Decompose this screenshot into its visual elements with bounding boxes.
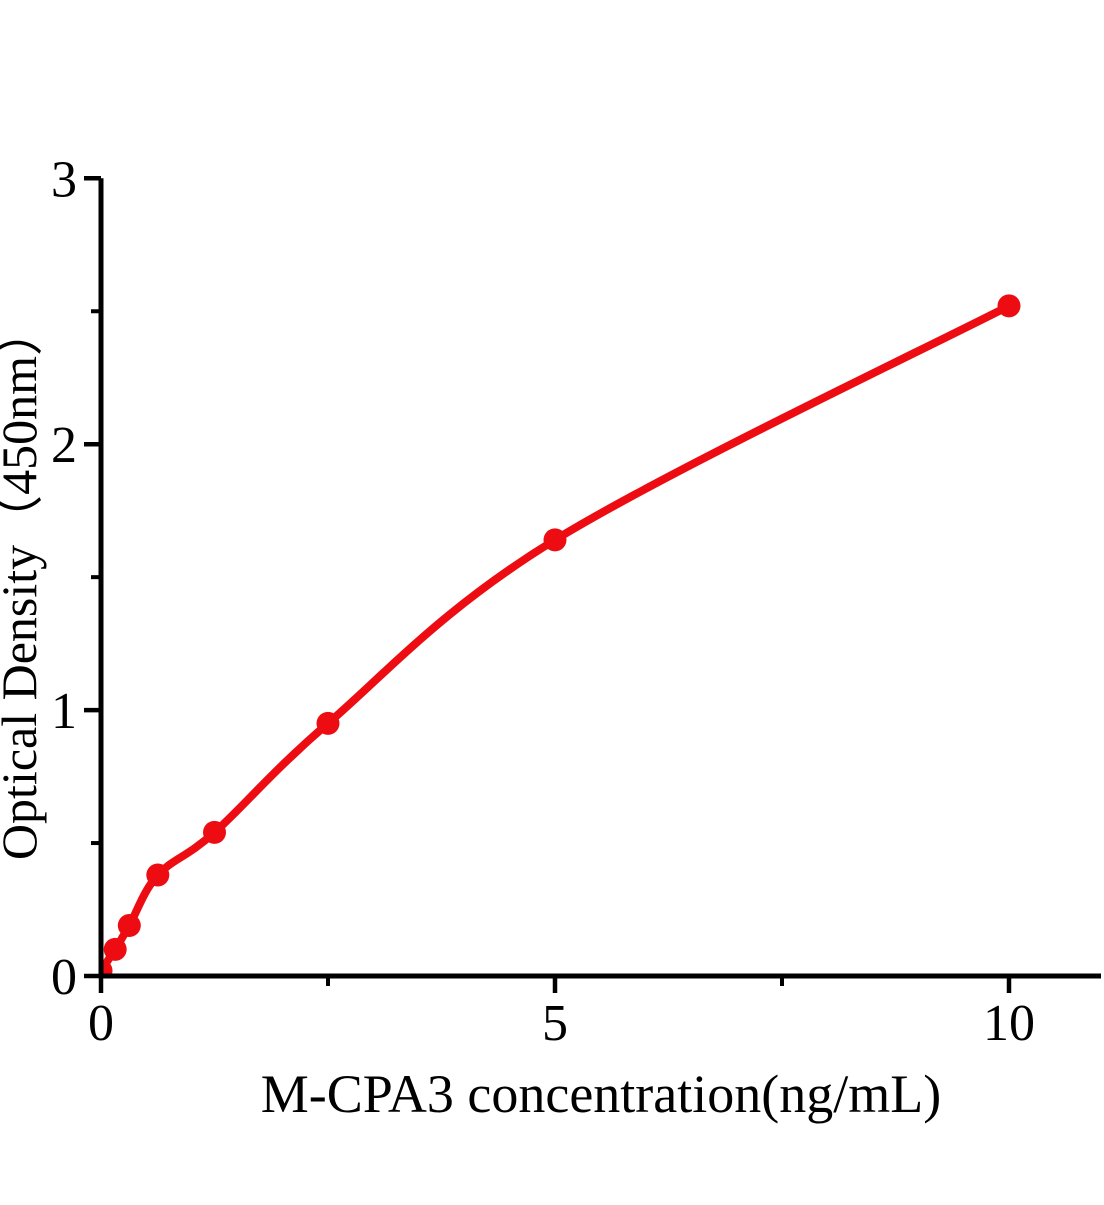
y-tick-label: 2 [51, 417, 77, 474]
plot-area: 0 5 10 0 1 2 3 [51, 151, 1101, 1052]
x-tick-label: 0 [88, 995, 114, 1052]
x-tick-label: 10 [983, 995, 1035, 1052]
data-point-marker [103, 959, 113, 974]
y-tick-label: 1 [51, 683, 77, 740]
y-tick-label: 0 [51, 949, 77, 1006]
data-point-marker [203, 820, 226, 844]
standard-curve-line [103, 301, 1013, 974]
y-axis-title: Optical Density（450nm） [0, 306, 47, 860]
data-point-marker [543, 528, 567, 552]
data-point-marker [117, 914, 141, 937]
data-point-marker [103, 937, 127, 961]
x-axis-title: M-CPA3 concentration(ng/mL) [261, 1064, 941, 1124]
data-point-marker [997, 294, 1021, 318]
data-point-marker [316, 711, 340, 735]
data-point-marker [146, 863, 170, 887]
y-tick-label: 3 [51, 151, 77, 208]
x-tick-label: 5 [542, 995, 568, 1052]
